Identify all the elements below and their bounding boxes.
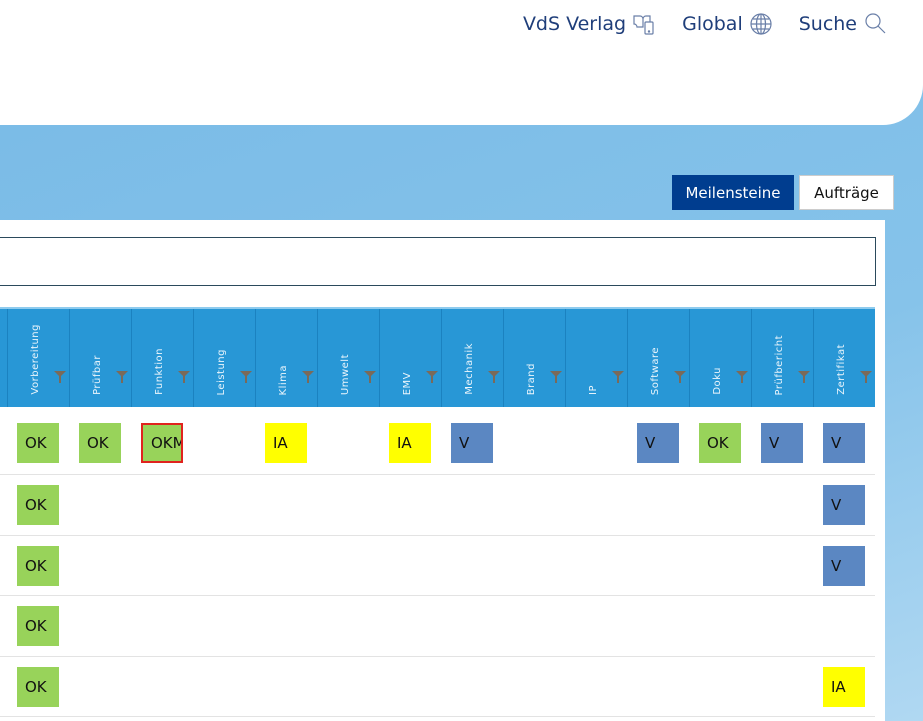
tab-auftraege[interactable]: Aufträge — [799, 175, 894, 210]
filter-input[interactable] — [0, 237, 876, 286]
search-icon — [865, 13, 886, 34]
status-badge-funktion[interactable]: OKM — [141, 423, 183, 463]
suche-link[interactable]: Suche — [799, 12, 887, 36]
status-badge-zertifikat[interactable]: V — [823, 485, 865, 525]
column-label: Doku — [712, 367, 723, 395]
filter-icon[interactable] — [302, 371, 314, 383]
table-header: Vorbereitung Prüfbar Funktion Leistung Klima… — [0, 307, 875, 407]
column-header-klima: Klima — [255, 309, 317, 407]
column-label: Software — [650, 346, 661, 395]
status-badge-zertifikat[interactable]: IA — [823, 667, 865, 707]
column-label: Vorbereitung — [30, 324, 41, 395]
suche-label: Suche — [798, 13, 857, 35]
column-label: Mechanik — [464, 343, 475, 395]
status-badge-zertifikat[interactable]: V — [823, 423, 865, 463]
column-header-funktion: Funktion — [131, 309, 193, 407]
column-label: Zertifikat — [836, 344, 847, 395]
filter-icon[interactable] — [860, 371, 872, 383]
status-badge-vorbereitung[interactable]: OK — [17, 423, 59, 463]
filter-icon[interactable] — [674, 371, 686, 383]
column-header-umwelt: Umwelt — [317, 309, 379, 407]
filter-icon[interactable] — [488, 371, 500, 383]
column-header-software: Software — [627, 309, 689, 407]
milestone-panel: Vorbereitung Prüfbar Funktion Leistung Klima… — [0, 220, 885, 721]
globe-icon — [750, 13, 772, 35]
status-badge-mechanik[interactable]: V — [451, 423, 493, 463]
filter-icon[interactable] — [612, 371, 624, 383]
status-badge-vorbereitung[interactable]: OK — [17, 667, 59, 707]
column-header-prüfbar: Prüfbar — [69, 309, 131, 407]
tab-meilensteine[interactable]: Meilensteine — [672, 175, 794, 210]
filter-icon[interactable] — [116, 371, 128, 383]
status-badge-vorbereitung[interactable]: OK — [17, 606, 59, 646]
status-badge-emv[interactable]: IA — [389, 423, 431, 463]
filter-icon[interactable] — [550, 371, 562, 383]
column-label: EMV — [402, 371, 413, 395]
site-header: VdS Verlag Global Suche — [0, 0, 923, 125]
filter-icon[interactable] — [426, 371, 438, 383]
filter-icon[interactable] — [240, 371, 252, 383]
filter-icon[interactable] — [798, 371, 810, 383]
filter-icon[interactable] — [178, 371, 190, 383]
column-label: IP — [588, 385, 599, 395]
column-label: Prüfbar — [92, 355, 103, 395]
column-header-zertifikat: Zertifikat — [813, 309, 875, 407]
table-row[interactable]: OK IA — [0, 657, 875, 717]
column-header-mechanik: Mechanik — [441, 309, 503, 407]
table-row[interactable]: OK V — [0, 536, 875, 596]
status-badge-doku[interactable]: OK — [699, 423, 741, 463]
table-row[interactable]: OK V — [0, 475, 875, 536]
status-badge-zertifikat[interactable]: V — [823, 546, 865, 586]
column-header-leistung: Leistung — [193, 309, 255, 407]
status-badge-software[interactable]: V — [637, 423, 679, 463]
vds-verlag-label: VdS Verlag — [522, 13, 627, 35]
filter-icon[interactable] — [364, 371, 376, 383]
vds-verlag-link[interactable]: VdS Verlag — [523, 12, 656, 36]
table-row[interactable]: OK OK OKM IA IA V V OK V V — [0, 410, 875, 475]
global-label: Global — [682, 13, 743, 35]
filter-icon[interactable] — [54, 371, 66, 383]
status-badge-vorbereitung[interactable]: OK — [17, 485, 59, 525]
column-header-vorbereitung: Vorbereitung — [7, 309, 69, 407]
global-link[interactable]: Global — [682, 12, 773, 36]
column-label: Prüfbericht — [774, 334, 785, 395]
column-header-emv: EMV — [379, 309, 441, 407]
column-label: Leistung — [216, 348, 227, 395]
filter-icon[interactable] — [736, 371, 748, 383]
view-tabs: Meilensteine Aufträge — [672, 175, 894, 210]
column-header-brand: Brand — [503, 309, 565, 407]
column-header-prüfbericht: Prüfbericht — [751, 309, 813, 407]
top-links: VdS Verlag Global Suche — [523, 12, 887, 36]
status-badge-vorbereitung[interactable]: OK — [17, 546, 59, 586]
column-label: Klima — [278, 364, 289, 395]
column-label: Brand — [526, 362, 537, 395]
book-tablet-icon — [633, 15, 654, 35]
column-label: Funktion — [154, 348, 165, 395]
column-header-doku: Doku — [689, 309, 751, 407]
status-badge-klima[interactable]: IA — [265, 423, 307, 463]
table-row[interactable]: OK — [0, 596, 875, 657]
status-badge-prüfbericht[interactable]: V — [761, 423, 803, 463]
column-label: Umwelt — [340, 353, 351, 395]
column-header-ip: IP — [565, 309, 627, 407]
status-badge-prüfbar[interactable]: OK — [79, 423, 121, 463]
